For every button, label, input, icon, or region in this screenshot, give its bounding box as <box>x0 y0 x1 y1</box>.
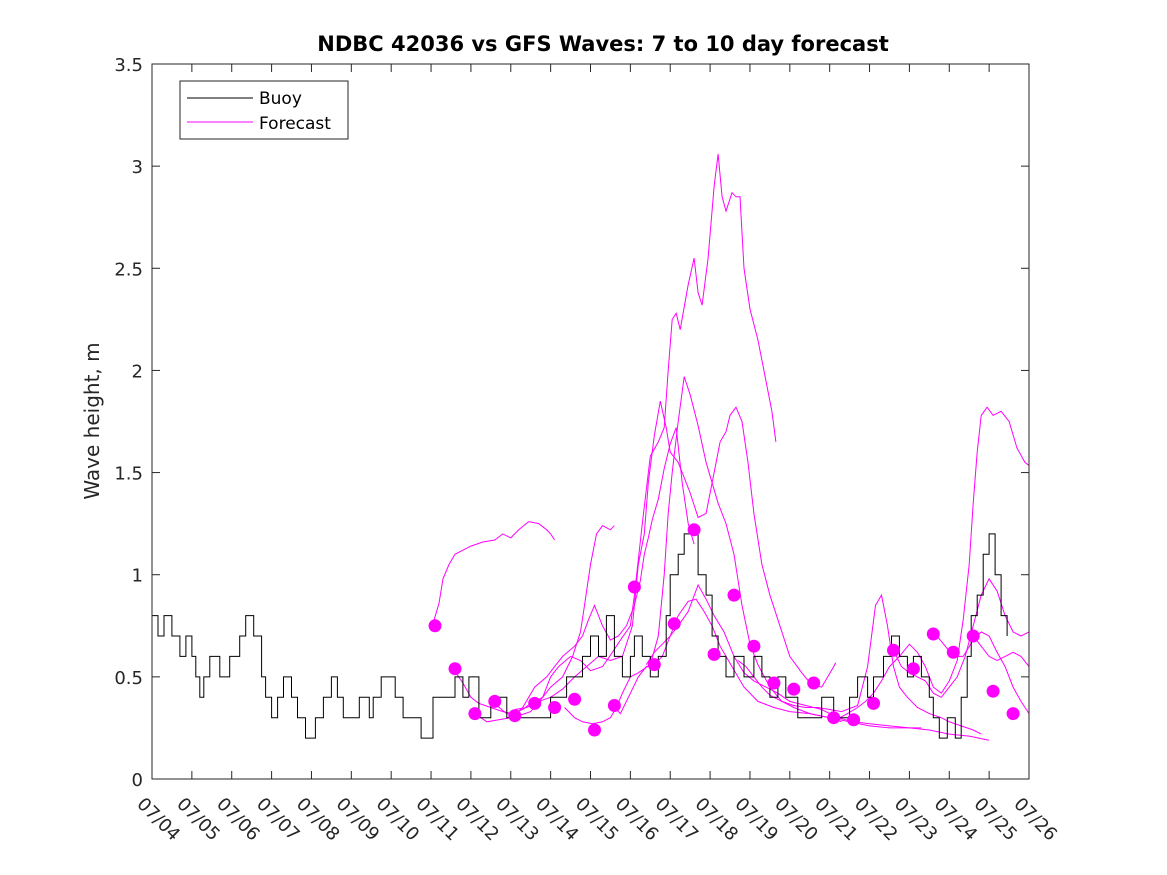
forecast-marker-24 <box>887 643 900 657</box>
forecast-run-8 <box>645 583 990 741</box>
forecast-marker-1 <box>428 619 442 633</box>
legend-box <box>179 80 349 140</box>
forecast-marker-11 <box>627 580 641 594</box>
y-tick-label: 0 <box>132 770 143 791</box>
forecast-marker-20 <box>807 676 821 690</box>
forecast-marker-12 <box>647 658 661 672</box>
forecast-marker-2 <box>448 662 462 676</box>
forecast-marker-27 <box>946 645 960 659</box>
forecast-run-10 <box>839 406 1029 719</box>
buoy-series-line <box>152 533 1008 739</box>
y-tick-label: 2 <box>132 361 143 382</box>
forecast-marker-5 <box>508 709 522 723</box>
forecast-marker-15 <box>707 647 721 661</box>
forecast-marker-21 <box>827 711 841 725</box>
forecast-marker-25 <box>906 662 920 676</box>
y-tick-label: 3 <box>132 157 143 178</box>
forecast-run-2 <box>452 525 615 715</box>
y-tick-label: 2.5 <box>114 259 143 280</box>
y-tick-label: 1.5 <box>114 464 143 485</box>
forecast-run-13 <box>972 635 1029 668</box>
forecast-marker-26 <box>926 627 940 641</box>
legend-buoy-label: Buoy <box>259 89 302 109</box>
forecast-run-12 <box>934 631 1029 715</box>
series-layer <box>152 153 1029 741</box>
forecast-marker-28 <box>966 629 980 643</box>
legend-forecast-label: Forecast <box>259 114 331 134</box>
y-tick-label: 0.5 <box>114 668 143 689</box>
forecast-run-9 <box>737 593 982 735</box>
forecast-marker-7 <box>548 701 562 714</box>
forecast-run-3 <box>474 427 695 723</box>
legend: Buoy Forecast <box>179 80 349 140</box>
forecast-marker-30 <box>1006 707 1020 721</box>
forecast-marker-29 <box>986 684 1000 698</box>
forecast-marker-6 <box>528 696 542 710</box>
forecast-run-1 <box>432 521 556 624</box>
forecast-marker-19 <box>787 682 801 696</box>
forecast-marker-8 <box>568 692 582 706</box>
y-axis-label: Wave height, m <box>80 342 104 499</box>
forecast-marker-3 <box>468 707 482 721</box>
y-tick-label: 3.5 <box>114 55 143 76</box>
forecast-marker-16 <box>727 588 741 602</box>
forecast-marker-17 <box>747 639 761 653</box>
forecast-marker-14 <box>687 523 701 537</box>
y-tick-label: 1 <box>132 566 143 587</box>
chart-title: NDBC 42036 vs GFS Waves: 7 to 10 day for… <box>317 32 888 56</box>
forecast-marker-22 <box>847 713 861 727</box>
forecast-marker-13 <box>667 617 681 631</box>
forecast-marker-10 <box>607 699 621 712</box>
forecast-marker-23 <box>867 696 880 710</box>
forecast-marker-4 <box>488 694 502 708</box>
forecast-run-6 <box>564 376 842 725</box>
forecast-run-11 <box>893 577 1029 698</box>
forecast-marker-9 <box>588 723 601 737</box>
forecast-run-4 <box>496 153 777 717</box>
forecast-run-5 <box>514 400 837 710</box>
forecast-marker-18 <box>767 676 781 690</box>
